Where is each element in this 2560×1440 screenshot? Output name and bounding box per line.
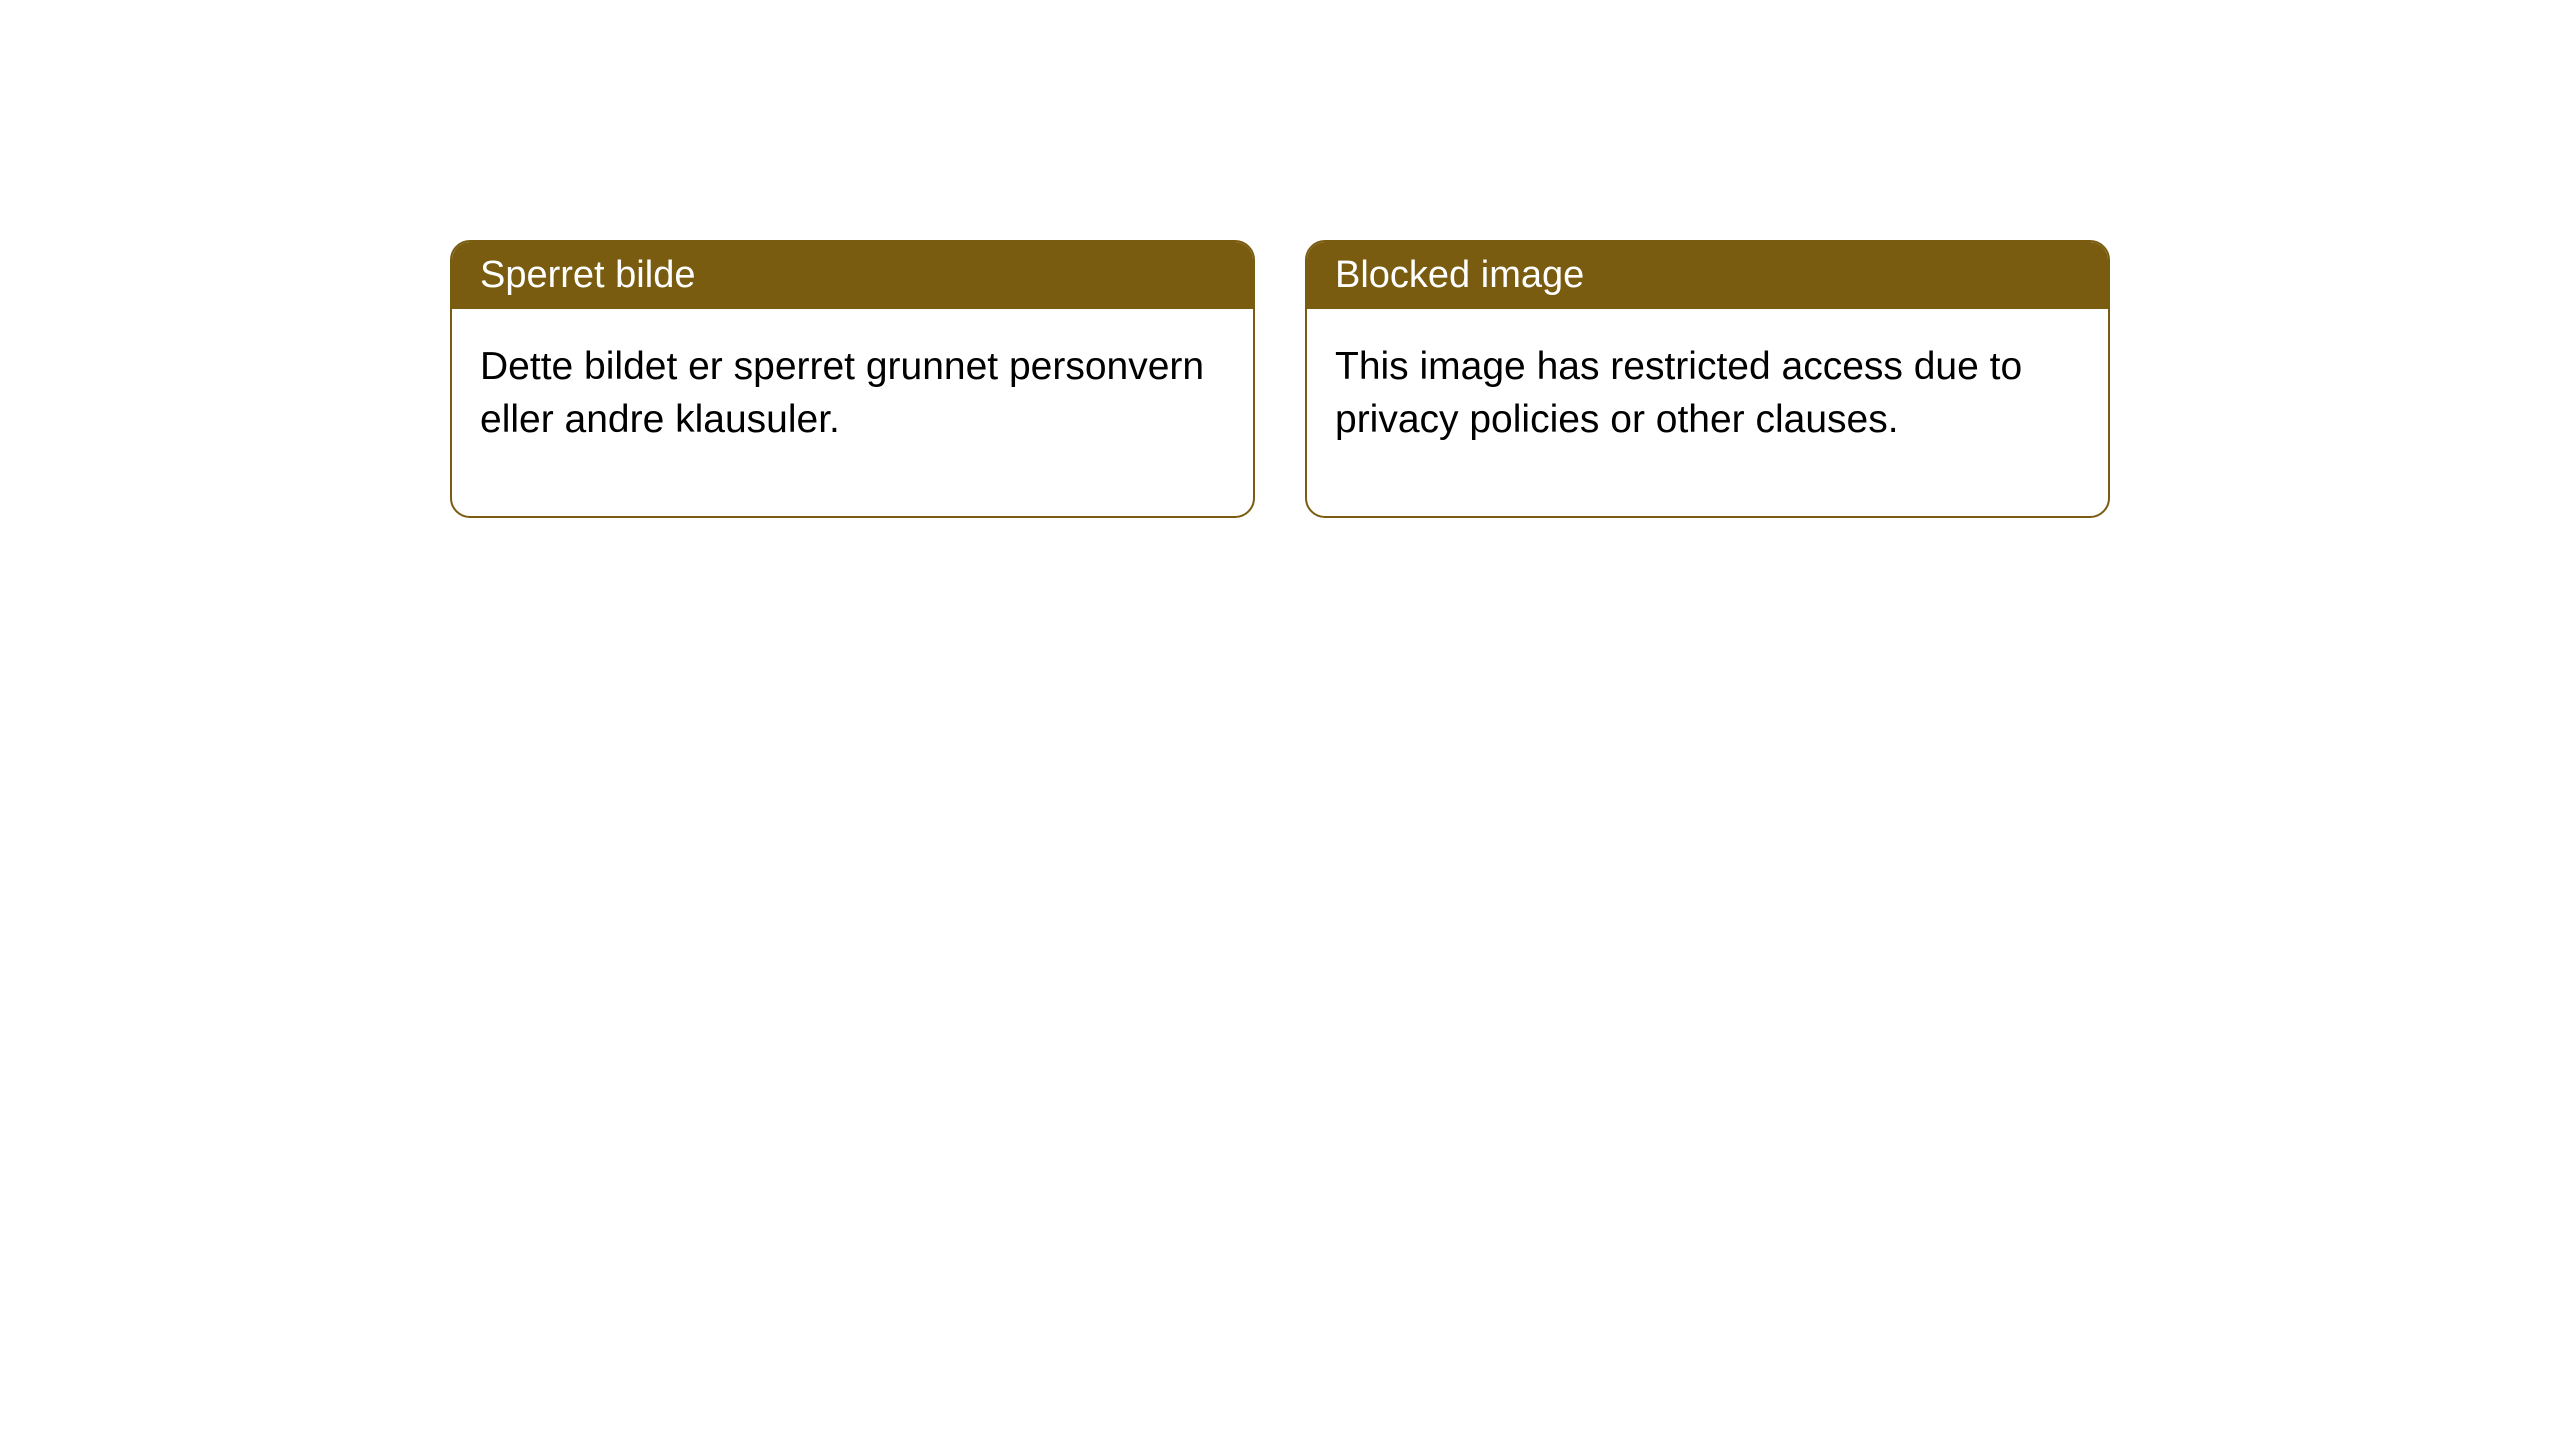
- notice-header-norwegian: Sperret bilde: [452, 242, 1253, 309]
- notice-container: Sperret bilde Dette bildet er sperret gr…: [0, 0, 2560, 518]
- notice-body-norwegian: Dette bildet er sperret grunnet personve…: [452, 309, 1253, 516]
- notice-box-norwegian: Sperret bilde Dette bildet er sperret gr…: [450, 240, 1255, 518]
- notice-header-english: Blocked image: [1307, 242, 2108, 309]
- notice-box-english: Blocked image This image has restricted …: [1305, 240, 2110, 518]
- notice-body-english: This image has restricted access due to …: [1307, 309, 2108, 516]
